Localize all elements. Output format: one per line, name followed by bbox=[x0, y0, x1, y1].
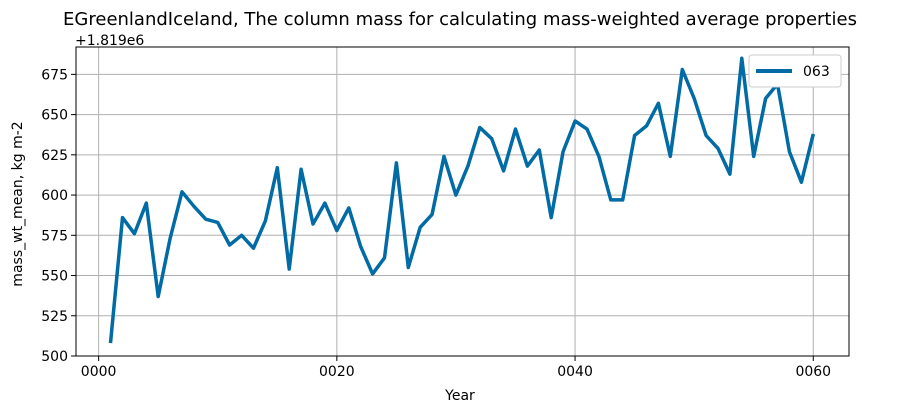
chart-title: EGreenlandIceland, The column mass for c… bbox=[63, 9, 857, 30]
series-layer bbox=[108, 56, 815, 344]
y-axis: 500 525 550 575 600 625 650 675 bbox=[41, 67, 76, 365]
y-tick-label: 650 bbox=[41, 108, 68, 124]
y-tick-label: 500 bbox=[41, 349, 68, 365]
legend-box bbox=[748, 54, 842, 88]
y-tick-label: 675 bbox=[41, 67, 68, 83]
grid-lines bbox=[76, 47, 849, 357]
y-tick-label: 600 bbox=[41, 188, 68, 204]
legend: 063 bbox=[748, 54, 842, 88]
x-axis-label: Year bbox=[444, 388, 475, 404]
y-tick-label: 625 bbox=[41, 148, 68, 164]
series-line bbox=[108, 56, 815, 344]
legend-label: 063 bbox=[803, 64, 830, 80]
y-axis-label: mass_wt_mean, kg m-2 bbox=[10, 121, 26, 286]
x-tick-label: 0000 bbox=[81, 364, 117, 380]
y-offset-label: +1.819e6 bbox=[75, 33, 144, 49]
x-tick-label: 0060 bbox=[795, 364, 831, 380]
x-axis: 0000 0020 0040 0060 bbox=[81, 356, 831, 380]
plot-area-frame bbox=[75, 46, 850, 357]
y-tick-label: 550 bbox=[41, 269, 68, 285]
x-tick-label: 0040 bbox=[557, 364, 593, 380]
x-tick-label: 0020 bbox=[319, 364, 355, 380]
y-tick-label: 525 bbox=[41, 309, 68, 325]
y-tick-label: 575 bbox=[41, 228, 68, 244]
